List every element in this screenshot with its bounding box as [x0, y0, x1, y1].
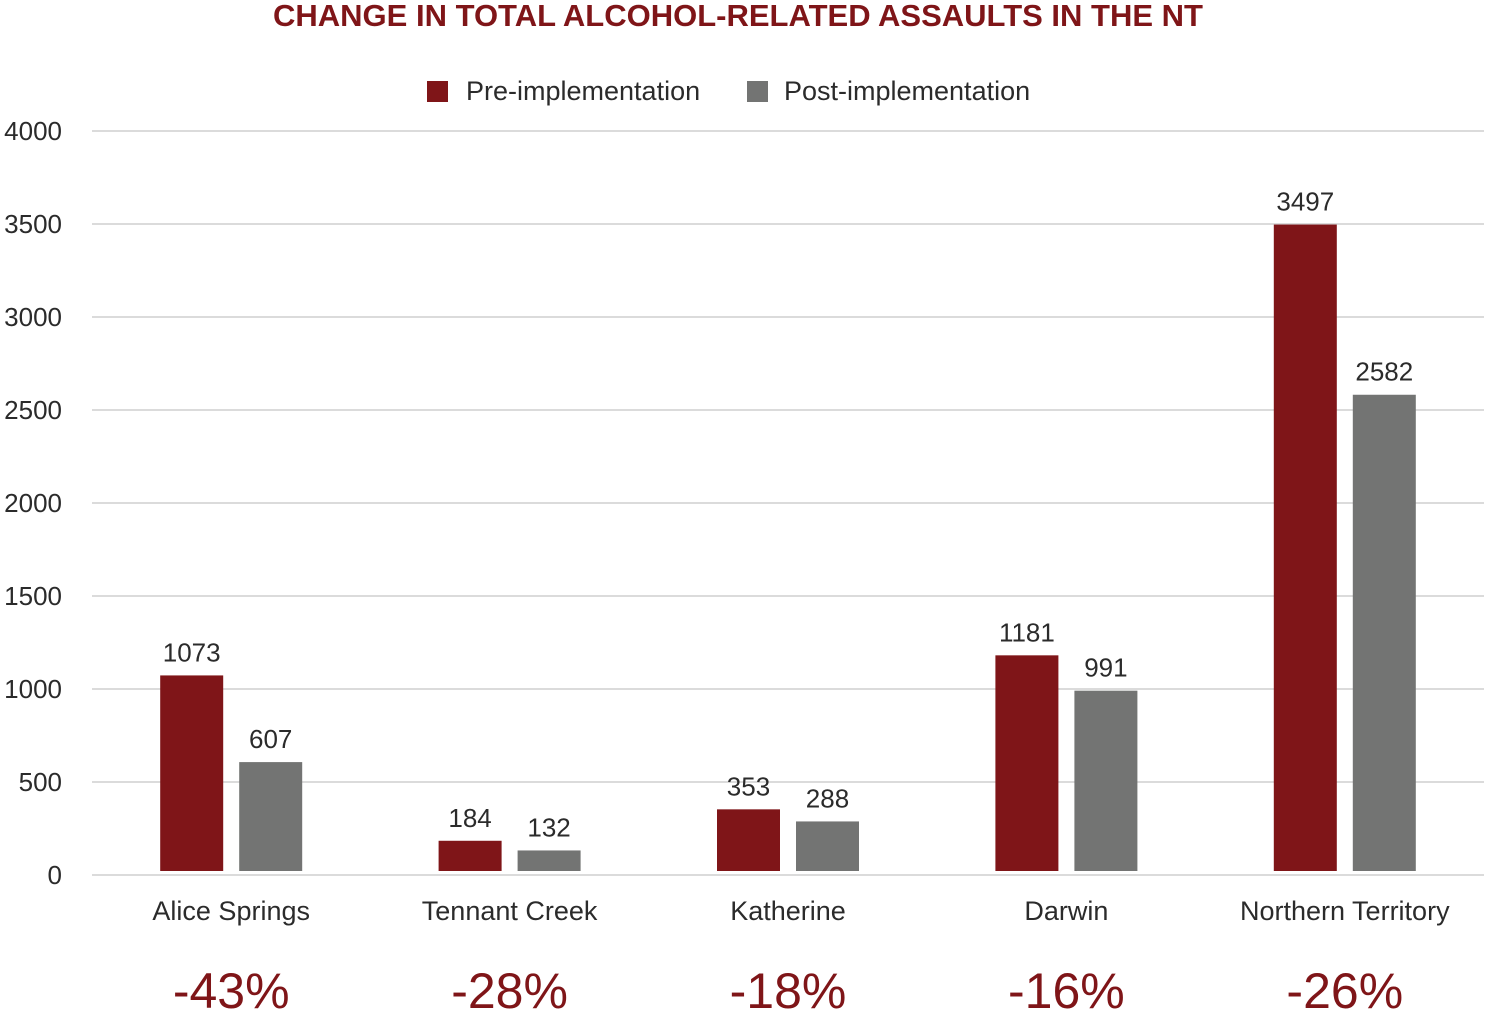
y-tick-label: 0: [48, 860, 62, 890]
data-label: 1073: [163, 637, 221, 667]
data-label: 3497: [1276, 187, 1334, 217]
percent-change-label: -18%: [730, 963, 847, 1010]
bar-post: [239, 762, 303, 871]
bar-pre: [995, 655, 1059, 871]
y-tick-label: 3000: [4, 302, 62, 332]
y-tick-label: 500: [19, 767, 62, 797]
data-label: 1181: [999, 617, 1055, 647]
bars: [160, 224, 1416, 872]
data-label: 184: [448, 803, 491, 833]
data-label: 2582: [1355, 357, 1413, 387]
data-label: 288: [806, 783, 849, 813]
chart-title: CHANGE IN TOTAL ALCOHOL-RELATED ASSAULTS…: [273, 0, 1203, 33]
legend-swatch-post: [747, 81, 768, 102]
percent-change-label: -43%: [173, 963, 290, 1010]
gridlines: [92, 130, 1484, 876]
percent-change-labels: -43% -28% -18% -16% -26%: [173, 963, 1403, 1010]
data-label: 353: [727, 771, 770, 801]
percent-change-label: -16%: [1008, 963, 1125, 1010]
value-labels: 1073 607 184 132 353 288 1181 991 3497 2582: [163, 187, 1413, 843]
y-tick-label: 4000: [4, 116, 62, 146]
data-label: 132: [527, 812, 570, 842]
bar-pre: [160, 675, 224, 871]
y-tick-label: 1000: [4, 674, 62, 704]
bar-post: [1352, 394, 1416, 871]
data-label: 991: [1084, 653, 1127, 683]
bar-post: [1074, 690, 1138, 871]
data-label: 607: [249, 724, 292, 754]
bar-pre: [717, 809, 780, 871]
percent-change-label: -26%: [1286, 963, 1403, 1010]
category-label: Tennant Creek: [422, 896, 598, 926]
bar-post: [517, 850, 581, 871]
y-tick-label: 3500: [4, 209, 62, 239]
category-label: Darwin: [1024, 896, 1108, 926]
y-axis-ticks: 0 500 1000 1500 2000 2500 3000 3500 4000: [4, 116, 62, 890]
y-tick-label: 2000: [4, 488, 62, 518]
bar-pre: [1273, 224, 1337, 872]
category-label: Northern Territory: [1240, 896, 1450, 926]
legend-label-pre: Pre-implementation: [466, 76, 700, 106]
y-tick-label: 1500: [4, 581, 62, 611]
legend-swatch-pre: [427, 81, 448, 102]
category-label: Katherine: [730, 896, 846, 926]
y-tick-label: 2500: [4, 395, 62, 425]
legend: Pre-implementation Post-implementation: [427, 76, 1030, 106]
legend-label-post: Post-implementation: [784, 76, 1030, 106]
bar-post: [796, 821, 859, 871]
percent-change-label: -28%: [451, 963, 568, 1010]
category-label: Alice Springs: [152, 896, 310, 926]
category-labels: Alice Springs Tennant Creek Katherine Darwi…: [152, 896, 1450, 926]
bar-pre: [438, 840, 502, 871]
